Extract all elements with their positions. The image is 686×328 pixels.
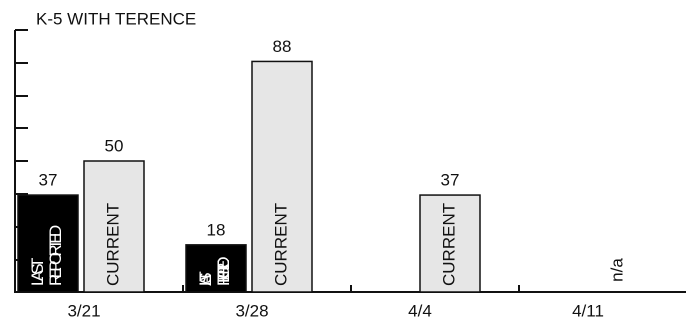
bar: [17, 194, 79, 293]
bar: [83, 160, 145, 293]
x-tick-label: 3/21: [67, 301, 100, 320]
bar-series-label: LASTREPORTED: [196, 256, 233, 286]
bar: [185, 244, 247, 293]
bar-series-label: CURRENT: [271, 203, 290, 286]
bar-series-label: CURRENT: [439, 203, 458, 286]
x-tick-label: 3/28: [235, 301, 268, 320]
value-label: 50: [105, 136, 124, 155]
value-label: 37: [441, 171, 460, 190]
value-label: 37: [39, 171, 58, 190]
bar-series-label: CURRENT: [103, 203, 122, 286]
bar: [419, 194, 481, 293]
value-label: n/a: [607, 258, 626, 282]
value-label: 18: [207, 220, 226, 239]
x-tick-label: 4/11: [572, 301, 604, 320]
chart-title: K-5 WITH TERENCE: [36, 9, 196, 28]
bar-series-label: LASTREPORTED: [28, 225, 65, 286]
x-tick-label: 4/4: [408, 301, 432, 320]
bar: [251, 60, 313, 293]
value-label: 88: [273, 37, 292, 56]
